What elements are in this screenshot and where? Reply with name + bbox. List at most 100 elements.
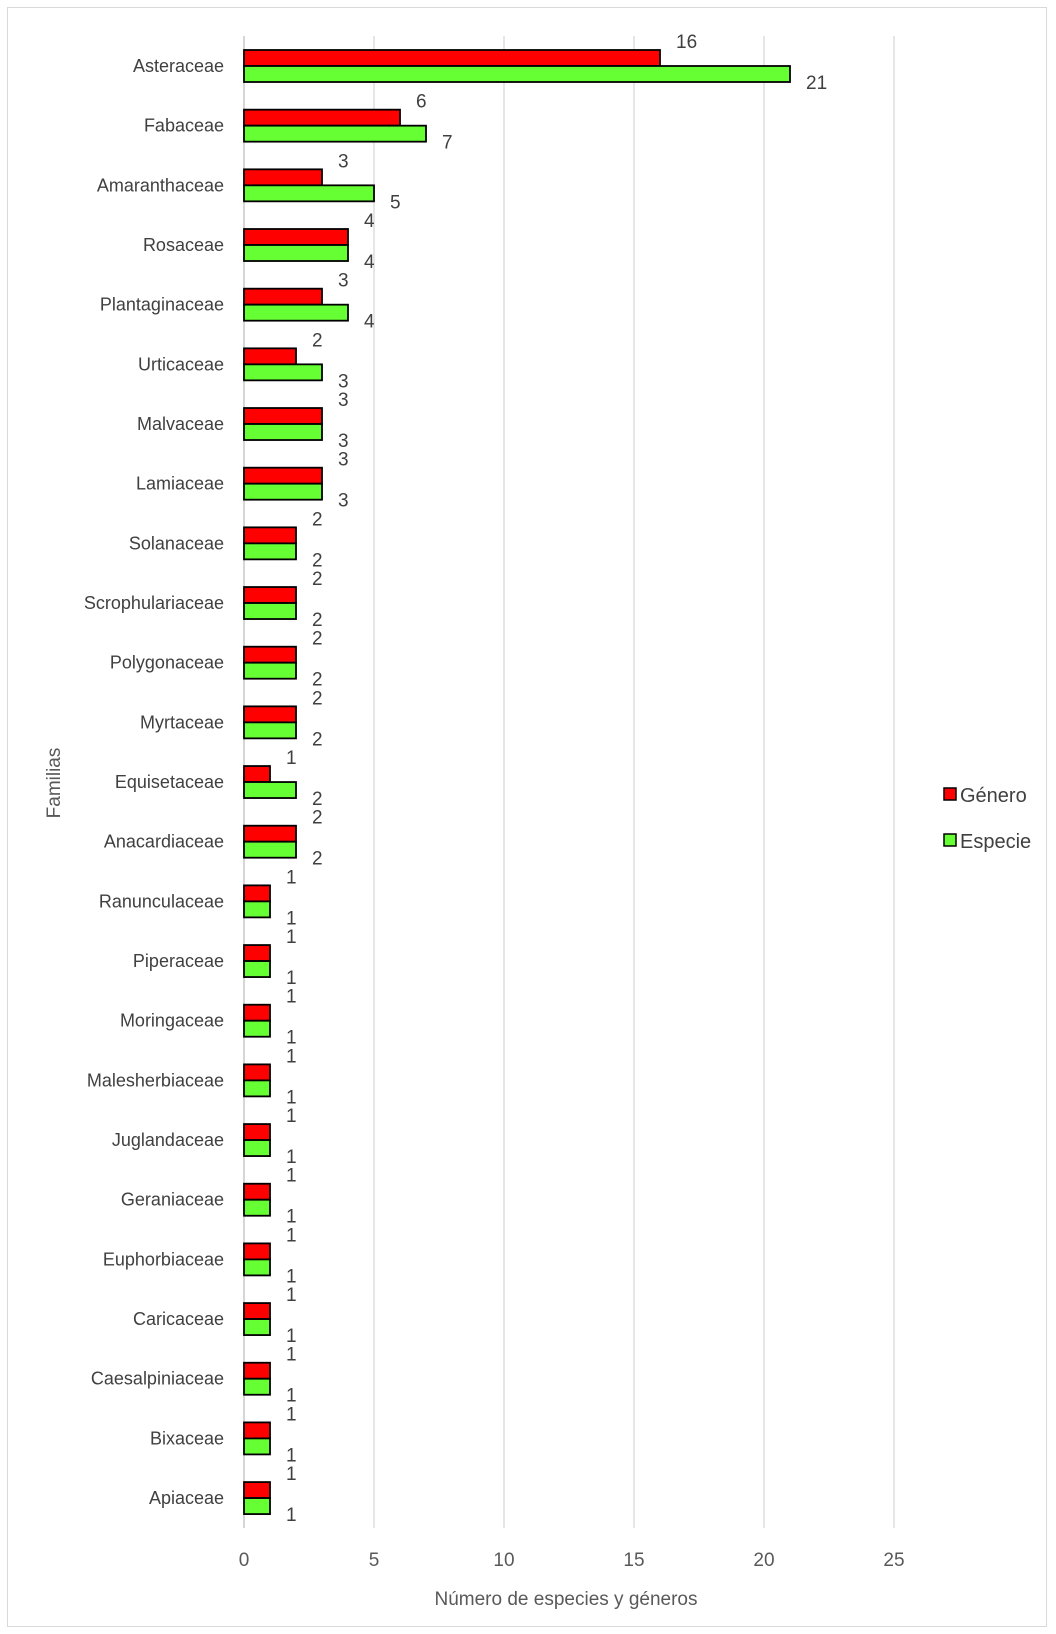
category-label: Geraniaceae (121, 1190, 224, 1210)
data-label: 3 (338, 151, 349, 172)
data-label: 1 (286, 1326, 297, 1347)
x-tick-label: 25 (883, 1550, 904, 1571)
x-tick-label: 5 (369, 1550, 380, 1571)
bar-genero (243, 347, 297, 366)
data-label: 1 (286, 1046, 297, 1067)
data-label: 2 (312, 688, 323, 709)
data-label: 3 (338, 491, 349, 512)
data-label: 1 (286, 968, 297, 989)
legend-swatch-especie (943, 833, 957, 847)
x-tick-label: 0 (239, 1550, 250, 1571)
data-label: 1 (286, 1087, 297, 1108)
gridlines (243, 36, 895, 1528)
bar-especie (243, 1377, 271, 1396)
data-label: 2 (312, 729, 323, 750)
category-label: Amaranthaceae (97, 175, 224, 195)
bar-especie (243, 363, 323, 382)
data-label: 1 (286, 1464, 297, 1485)
data-label: 1 (286, 1345, 297, 1366)
data-label: 2 (312, 808, 323, 829)
category-labels: Asteraceae Fabaceae Amaranthaceae Rosaceae P… (84, 56, 224, 1508)
legend: Género Especie (943, 785, 1031, 853)
data-label: 5 (390, 192, 401, 213)
data-label: 2 (312, 330, 323, 351)
bar-genero (243, 1123, 271, 1141)
data-label: 1 (286, 1285, 297, 1306)
data-label: 1 (286, 1266, 297, 1287)
data-label: 1 (286, 867, 297, 888)
data-label: 1 (286, 1386, 297, 1407)
legend-label-genero: Género (960, 785, 1027, 807)
data-label: 1 (286, 908, 297, 929)
category-label: Malesherbiaceae (87, 1070, 224, 1090)
bar-especie (243, 900, 271, 919)
bar-especie (243, 1318, 271, 1336)
data-label: 7 (442, 133, 453, 154)
category-label: Scrophulariaceae (84, 593, 224, 613)
data-label: 4 (364, 252, 375, 273)
category-label: Caesalpiniaceae (91, 1369, 224, 1389)
bar-especie (243, 184, 375, 203)
legend-label-especie: Especie (960, 831, 1031, 853)
category-label: Equisetaceae (115, 772, 224, 792)
bars (243, 49, 791, 1515)
data-label: 3 (338, 431, 349, 452)
bar-genero (243, 645, 297, 664)
bar-especie (243, 1019, 271, 1038)
data-label: 2 (312, 610, 323, 631)
data-label: 1 (286, 1207, 297, 1228)
data-labels: 1621673544342333332222222212221111111111… (286, 32, 827, 1526)
bar-genero (243, 1003, 271, 1022)
x-tick-label: 20 (753, 1550, 774, 1571)
data-label: 2 (312, 849, 323, 870)
data-label: 2 (312, 550, 323, 571)
data-label: 6 (416, 92, 427, 113)
data-label: 1 (286, 1106, 297, 1127)
data-label: 3 (338, 371, 349, 392)
x-tick-label: 15 (623, 1550, 644, 1571)
bar-genero (243, 1242, 271, 1261)
bar-especie (243, 602, 297, 620)
bar-especie (243, 840, 297, 859)
data-label: 2 (312, 569, 323, 590)
bar-genero (243, 1361, 271, 1380)
category-label: Plantaginaceae (100, 295, 224, 315)
category-label: Asteraceae (133, 56, 224, 76)
bar-genero (243, 1481, 271, 1499)
data-label: 3 (338, 450, 349, 471)
bar-especie (243, 124, 427, 143)
bar-especie (243, 1258, 271, 1277)
data-label: 1 (286, 987, 297, 1008)
bar-especie (243, 960, 271, 978)
category-label: Fabaceae (144, 116, 224, 136)
category-label: Bixaceae (150, 1428, 224, 1448)
data-label: 2 (312, 670, 323, 691)
bar-especie (243, 1079, 271, 1098)
bar-especie (243, 482, 323, 501)
bar-genero (243, 884, 271, 903)
data-label: 1 (286, 1505, 297, 1526)
bar-genero (243, 944, 271, 962)
data-label: 2 (312, 509, 323, 530)
data-label: 3 (338, 390, 349, 411)
bar-especie (243, 1198, 271, 1217)
bar-genero (243, 1421, 271, 1440)
category-label: Lamiaceae (136, 474, 224, 494)
bar-genero (243, 49, 661, 67)
bar-especie (243, 781, 297, 799)
bar-genero (243, 466, 323, 485)
category-label: Ranunculaceae (99, 891, 224, 911)
bar-genero (243, 1302, 271, 1320)
category-label: Moringaceae (120, 1011, 224, 1031)
bar-genero (243, 287, 323, 306)
bar-genero (243, 526, 297, 545)
category-label: Rosaceae (143, 235, 224, 255)
x-tick-labels: 0 5 10 15 20 25 (239, 1550, 905, 1571)
bar-genero (243, 407, 323, 425)
bar-genero (243, 1182, 271, 1201)
data-label: 2 (312, 629, 323, 650)
bar-especie (243, 661, 297, 680)
x-axis-title: Número de especies y géneros (435, 1589, 698, 1610)
bar-especie (243, 1139, 271, 1157)
